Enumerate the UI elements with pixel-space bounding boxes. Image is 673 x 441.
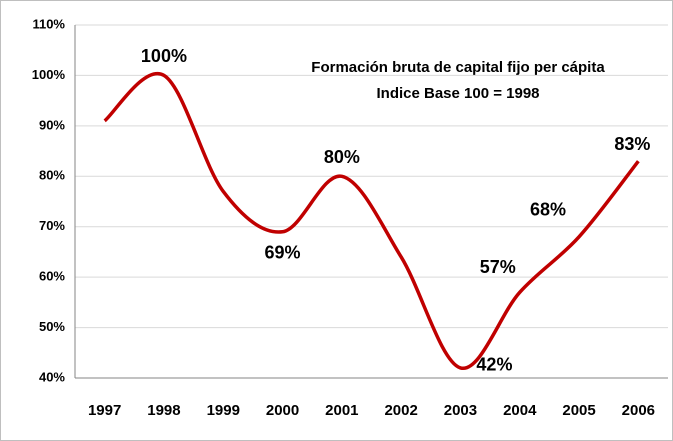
y-tick-label: 90%	[39, 117, 65, 132]
data-label: 100%	[141, 46, 187, 66]
x-tick-label: 2000	[266, 402, 299, 419]
x-tick-label: 2006	[622, 402, 655, 419]
data-label: 83%	[614, 134, 650, 154]
data-label: 42%	[476, 355, 512, 375]
data-label: 57%	[480, 257, 516, 277]
x-tick-label: 2003	[444, 402, 477, 419]
y-tick-label: 50%	[39, 319, 65, 334]
y-tick-label: 70%	[39, 218, 65, 233]
x-tick-label: 2005	[562, 402, 595, 419]
x-tick-label: 1998	[147, 402, 180, 419]
chart-title: Formación bruta de capital fijo per cápi…	[311, 59, 605, 76]
data-label: 80%	[324, 147, 360, 167]
x-tick-label: 2002	[384, 402, 417, 419]
x-tick-label: 2001	[325, 402, 358, 419]
data-label: 68%	[530, 200, 566, 220]
data-label: 69%	[265, 243, 301, 263]
x-tick-label: 1997	[88, 402, 121, 419]
y-tick-label: 110%	[32, 16, 65, 31]
x-tick-label: 1999	[207, 402, 240, 419]
x-tick-label: 2004	[503, 402, 537, 419]
y-tick-label: 60%	[39, 269, 65, 284]
chart-subtitle: Indice Base 100 = 1998	[376, 85, 539, 102]
data-line	[103, 71, 640, 370]
y-tick-label: 80%	[39, 168, 65, 183]
y-tick-label: 100%	[32, 67, 66, 82]
y-tick-label: 40%	[39, 369, 65, 384]
